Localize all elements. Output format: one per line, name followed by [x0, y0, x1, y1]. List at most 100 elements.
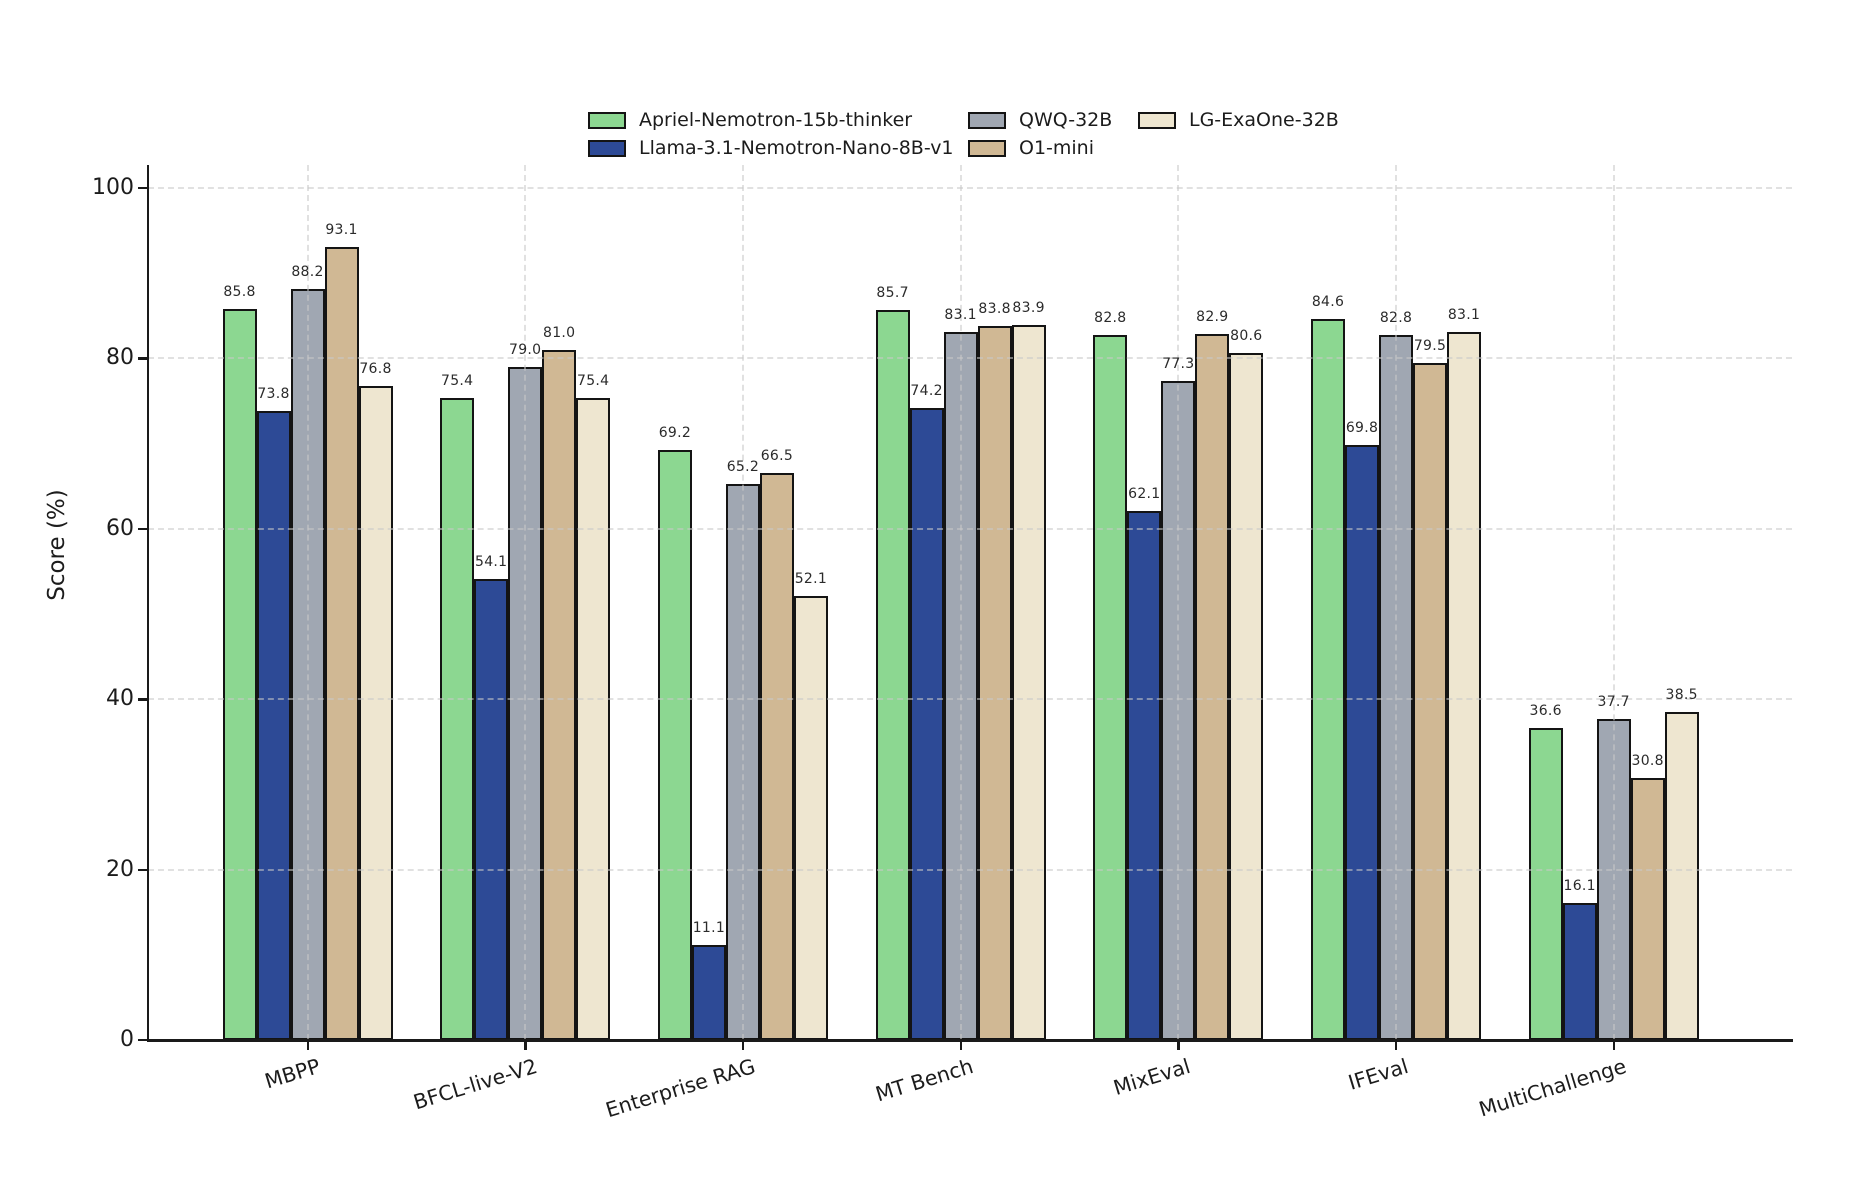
bar — [474, 579, 509, 1040]
y-tick-label: 0 — [120, 1027, 134, 1052]
legend-swatch — [968, 111, 1006, 129]
y-tick-label: 20 — [106, 856, 134, 882]
bar — [1562, 902, 1597, 1040]
bar — [1447, 331, 1481, 1040]
bar-value-label: 73.8 — [257, 386, 290, 403]
bar-value-label: 76.8 — [359, 360, 392, 377]
bar-value-label: 81.0 — [543, 324, 576, 341]
x-tick-label: MBPP — [261, 1054, 323, 1094]
x-axis-line — [147, 1039, 1793, 1042]
bar-value-label: 84.6 — [1311, 294, 1345, 311]
bar — [1161, 381, 1196, 1040]
bar-value-label: 85.8 — [223, 283, 256, 300]
y-tick-label: 80 — [106, 345, 134, 371]
bar — [256, 411, 291, 1040]
legend-swatch — [1138, 111, 1176, 129]
x-tick — [306, 1041, 309, 1050]
bar — [222, 308, 257, 1040]
bar-value-label: 80.6 — [1230, 328, 1263, 345]
legend-label: LG-ExaOne-32B — [1189, 109, 1339, 131]
y-tick-label: 60 — [106, 515, 134, 541]
bar — [1630, 777, 1665, 1040]
bar — [508, 366, 543, 1040]
bar-value-label: 30.8 — [1631, 752, 1664, 769]
y-tick — [138, 527, 147, 531]
legend-swatch — [588, 111, 626, 129]
legend-item: Apriel-Nemotron-15b-thinker — [588, 109, 913, 131]
bar-value-label: 66.5 — [760, 448, 794, 465]
bar — [657, 450, 692, 1040]
bar — [1093, 334, 1128, 1040]
y-tick-label: 100 — [92, 175, 134, 200]
bar — [358, 385, 393, 1040]
bar — [440, 397, 475, 1040]
legend-item: Llama-3.1-Nemotron-Nano-8B-v1 — [588, 137, 954, 159]
bar-value-label: 93.1 — [325, 221, 358, 238]
y-tick — [138, 357, 147, 360]
bar-value-label: 38.5 — [1665, 686, 1698, 703]
bar — [576, 397, 611, 1040]
legend-item: QWQ-32B — [968, 109, 1113, 131]
legend-label: QWQ-32B — [1019, 109, 1113, 131]
legend: Apriel-Nemotron-15b-thinker Llama-3.1-Nem… — [0, 0, 1872, 180]
bar — [691, 945, 726, 1040]
bar — [977, 326, 1012, 1040]
y-tick — [138, 187, 147, 190]
bar — [875, 309, 910, 1040]
bar-value-label: 62.1 — [1128, 485, 1161, 502]
bar-value-label: 82.9 — [1196, 308, 1229, 325]
bar-value-label: 83.1 — [1447, 306, 1481, 323]
y-tick — [138, 698, 147, 701]
bar-value-label: 77.3 — [1162, 356, 1195, 373]
bar — [1311, 319, 1345, 1040]
bar — [909, 407, 944, 1040]
bar-value-label: 16.1 — [1563, 877, 1596, 894]
y-tick-label: 40 — [106, 686, 134, 712]
bar-value-label: 88.2 — [291, 263, 324, 280]
y-tick — [138, 1039, 147, 1042]
bar-value-label: 75.4 — [441, 372, 474, 389]
bar — [542, 349, 577, 1040]
x-tick-label: MT Bench — [872, 1054, 976, 1107]
x-tick — [741, 1041, 745, 1050]
bar-value-label: 82.8 — [1094, 309, 1127, 326]
bar-value-label: 69.2 — [658, 425, 692, 442]
bar-value-label: 37.7 — [1597, 693, 1630, 710]
x-tick — [1177, 1041, 1180, 1050]
y-tick — [138, 868, 147, 871]
legend-label: O1-mini — [1019, 137, 1095, 159]
y-axis-line — [147, 165, 150, 1042]
x-tick-label: Enterprise RAG — [602, 1054, 758, 1123]
bar-value-label: 83.9 — [1012, 300, 1045, 317]
bar — [1664, 711, 1699, 1040]
bar — [725, 484, 760, 1040]
bar — [1229, 353, 1264, 1040]
bar-value-label: 85.7 — [876, 284, 909, 301]
x-tick — [1612, 1041, 1616, 1050]
legend-label: Apriel-Nemotron-15b-thinker — [639, 109, 913, 131]
x-tick — [524, 1041, 527, 1050]
x-tick-label: MultiChallenge — [1475, 1054, 1629, 1122]
bar-value-label: 36.6 — [1529, 703, 1562, 720]
bar-value-label: 54.1 — [475, 554, 508, 571]
bar — [1345, 445, 1379, 1040]
x-tick-label: IFEval — [1345, 1054, 1412, 1095]
x-tick-label: BFCL-live-V2 — [410, 1054, 541, 1115]
bar-value-label: 82.8 — [1379, 309, 1413, 326]
legend-item: LG-ExaOne-32B — [1138, 109, 1339, 131]
bar — [943, 331, 978, 1040]
bar-value-label: 69.8 — [1345, 420, 1379, 437]
bar — [324, 246, 359, 1040]
bar — [1011, 325, 1046, 1040]
x-tick — [959, 1041, 962, 1050]
legend-swatch — [588, 139, 626, 157]
bar-value-label: 11.1 — [692, 920, 726, 937]
bar — [1195, 333, 1230, 1040]
bar-value-label: 79.0 — [509, 341, 542, 358]
legend-label: Llama-3.1-Nemotron-Nano-8B-v1 — [639, 137, 954, 159]
bar-value-label: 52.1 — [794, 571, 828, 588]
bar — [1528, 728, 1563, 1040]
bar-value-label: 75.4 — [577, 372, 610, 389]
